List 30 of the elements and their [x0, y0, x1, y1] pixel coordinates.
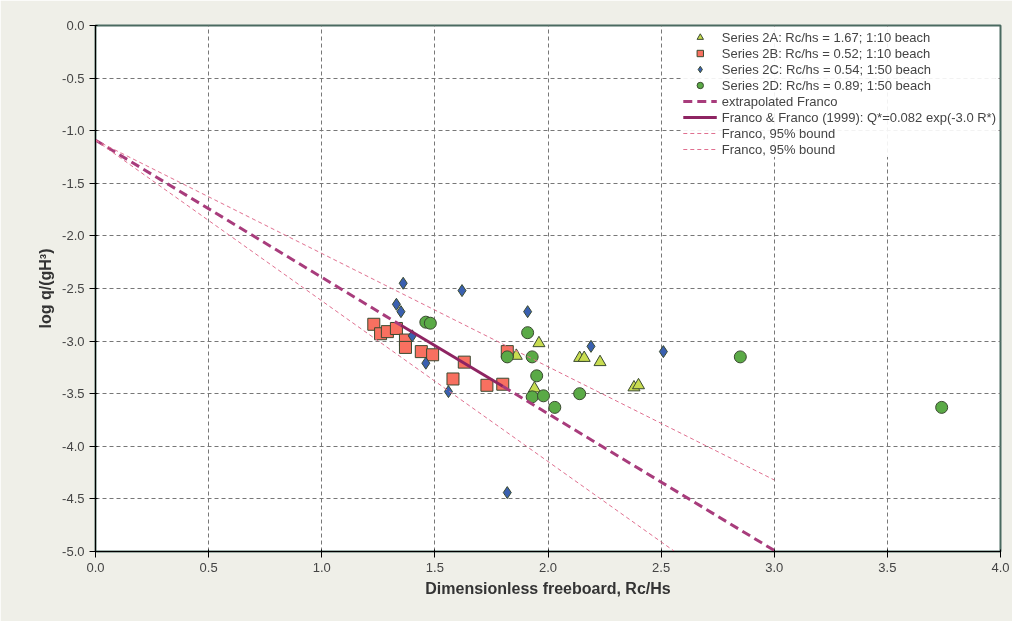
- y-tick-label: -0.5: [62, 70, 85, 86]
- y-tick-label: -3.0: [62, 333, 85, 349]
- y-tick-label: -4.5: [62, 491, 85, 507]
- legend-label: Franco, 95% bound: [721, 141, 836, 157]
- legend-label: Franco & Franco (1999): Q*=0.082 exp(-3.0 R*): [721, 109, 996, 125]
- legend-label: Franco, 95% bound: [721, 125, 836, 141]
- x-tick-label: 2.5: [652, 559, 671, 575]
- legend-label: extrapolated Franco: [721, 93, 838, 109]
- y-tick-label: -2.0: [62, 228, 85, 244]
- x-axis-title: Dimensionless freeboard, Rc/Hs: [425, 579, 671, 597]
- legend-label: Series 2A: Rc/hs = 1.67; 1:10 beach: [721, 29, 931, 45]
- x-tick-label: 0.5: [199, 559, 218, 575]
- y-tick-label: -1.5: [62, 175, 85, 191]
- x-tick-label: 3.5: [878, 559, 897, 575]
- x-tick-label: 1.0: [312, 559, 331, 575]
- y-tick-label: -4.0: [62, 438, 85, 454]
- x-tick-label: 4.0: [991, 559, 1010, 575]
- x-tick-label: 0.0: [86, 559, 105, 575]
- x-tick-label: 1.5: [425, 559, 444, 575]
- legend-label: Series 2B: Rc/hs = 0.52; 1:10 beach: [721, 45, 931, 61]
- y-tick-label: 0.0: [66, 18, 85, 33]
- y-tick-label: -2.5: [62, 281, 85, 296]
- x-tick-label: 2.0: [538, 559, 558, 575]
- y-axis-title: log q/(gH³): [37, 248, 55, 329]
- y-tick-label: -3.5: [62, 386, 85, 402]
- y-tick-label: -1.0: [62, 123, 85, 139]
- y-tick-label: -5.0: [62, 544, 85, 559]
- legend-label: Series 2D: Rc/hs = 0.89; 1:50 beach: [721, 77, 931, 93]
- legend-label: Series 2C: Rc/hs = 0.54; 1:50 beach: [721, 61, 931, 77]
- x-tick-label: 3.0: [765, 559, 784, 575]
